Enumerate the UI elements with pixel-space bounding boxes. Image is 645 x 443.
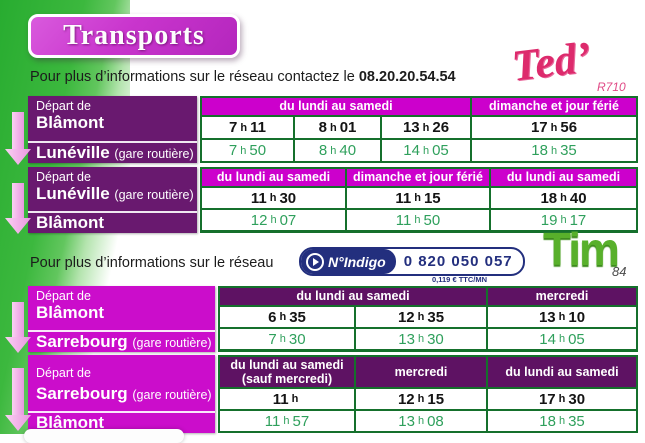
- to-city-suffix: (gare routière): [132, 336, 212, 350]
- schedule-header: du lundi au samedi: [488, 357, 636, 387]
- down-arrow-icon: [5, 183, 31, 234]
- departure-time: 11 h: [220, 389, 354, 409]
- to-city: Sarrebourg: [36, 332, 128, 351]
- arrival-time: 12 h 07: [202, 210, 345, 230]
- to-city: Blâmont: [36, 213, 104, 232]
- arrival-time: 8 h 40: [295, 140, 380, 161]
- depart-de-label: Départ de: [36, 289, 91, 303]
- from-city: Lunéville: [36, 184, 110, 203]
- schedule-header: mercredi: [488, 288, 636, 305]
- arrival-time: 7 h 50: [202, 140, 293, 161]
- page-title: Transports: [63, 20, 205, 51]
- ted-info-line: Pour plus d’informations sur le réseau c…: [30, 69, 456, 85]
- schedule-header: dimanche et jour férié: [472, 98, 636, 115]
- times-grid: du lundi au samedi (sauf mercredi) mercr…: [218, 355, 638, 433]
- arrival-time: 13 h 30: [356, 329, 486, 349]
- departure-time: 13 h 26: [382, 117, 470, 138]
- departure-time: 12 h 35: [356, 307, 486, 327]
- arrival-time: 11 h 57: [220, 411, 354, 431]
- indigo-phone-badge: N°Indigo 0 820 050 057: [299, 247, 525, 276]
- departure-time: 6 h 35: [220, 307, 354, 327]
- indigo-brand: N°Indigo: [301, 249, 396, 274]
- from-city-suffix: (gare routière): [114, 188, 194, 202]
- depart-de-label: Départ de: [36, 170, 91, 184]
- times-grid: du lundi au samedi mercredi 6 h 35 12 h …: [218, 286, 638, 352]
- timetable-blamont-luneville: Départ de Blâmont Lunéville (gare routiè…: [28, 96, 638, 163]
- page-title-banner: Transports: [28, 14, 240, 58]
- route-left-column: Départ de Lunéville (gare routière) Blâm…: [28, 167, 197, 233]
- arrival-time: 14 h 05: [488, 329, 636, 349]
- tim-info-text: Pour plus d’informations sur le réseau: [30, 255, 274, 271]
- schedule-header: du lundi au samedi: [202, 169, 345, 186]
- arrival-time: 18 h 35: [472, 140, 636, 161]
- schedule-header: du lundi au samedi: [220, 288, 486, 305]
- schedule-header: dimanche et jour férié: [347, 169, 489, 186]
- down-arrow-icon: [5, 302, 31, 353]
- tim-line-ref: 84: [612, 264, 627, 279]
- arrival-time: 7 h 30: [220, 329, 354, 349]
- to-city-suffix: (gare routière): [114, 147, 194, 161]
- depart-de-label: Départ de: [36, 99, 91, 113]
- arrival-time: 14 h 05: [382, 140, 470, 161]
- tim-info-line: Pour plus d’informations sur le réseau: [30, 255, 273, 271]
- arrival-time: 18 h 35: [488, 411, 636, 431]
- from-city-suffix: (gare routière): [132, 387, 212, 402]
- departure-time: 13 h 10: [488, 307, 636, 327]
- from-city: Blâmont: [36, 303, 104, 322]
- timetable-blamont-sarrebourg: Départ de Blâmont Sarrebourg (gare routi…: [28, 286, 638, 352]
- schedule-header: du lundi au samedi (sauf mercredi): [220, 357, 354, 387]
- arrival-time: 13 h 08: [356, 411, 486, 431]
- next-card-edge: [24, 429, 184, 443]
- ted-info-text: Pour plus d’informations sur le réseau c…: [30, 69, 355, 85]
- down-arrow-icon: [5, 112, 31, 165]
- to-city: Lunéville: [36, 143, 110, 162]
- route-left-column: Départ de Blâmont Lunéville (gare routiè…: [28, 96, 197, 163]
- indigo-number: 0 820 050 057: [403, 253, 513, 270]
- timetable-luneville-blamont: Départ de Lunéville (gare routière) Blâm…: [28, 167, 638, 233]
- departure-time: 12 h 15: [356, 389, 486, 409]
- departure-time: 8 h 01: [295, 117, 380, 138]
- to-city: Blâmont: [36, 413, 104, 432]
- departure-time: 11 h 30: [202, 188, 345, 208]
- schedule-header: du lundi au samedi: [491, 169, 636, 186]
- route-left-column: Départ de Sarrebourg (gare routière) Blâ…: [28, 355, 215, 433]
- ted-phone-number: 08.20.20.54.54: [358, 69, 456, 85]
- schedule-header: du lundi au samedi: [202, 98, 470, 115]
- from-city: Blâmont: [36, 113, 104, 132]
- play-icon: [306, 252, 324, 271]
- route-left-column: Départ de Blâmont Sarrebourg (gare routi…: [28, 286, 215, 352]
- from-city: Sarrebourg: [36, 383, 128, 403]
- departure-time: 18 h 40: [491, 188, 636, 208]
- departure-time: 11 h 15: [347, 188, 489, 208]
- ted-logo: Ted’: [509, 32, 594, 91]
- times-grid: du lundi au samedi dimanche et jour féri…: [200, 167, 638, 233]
- departure-time: 7 h 11: [202, 117, 293, 138]
- timetable-sarrebourg-blamont: Départ de Sarrebourg (gare routière) Blâ…: [28, 355, 638, 433]
- indigo-rate: 0,119 € TTC/MN: [432, 275, 488, 284]
- arrival-time: 11 h 50: [347, 210, 489, 230]
- tim-logo: Tim: [543, 223, 620, 275]
- departure-time: 17 h 56: [472, 117, 636, 138]
- depart-de-label: Départ de: [36, 365, 91, 380]
- down-arrow-icon: [5, 368, 31, 431]
- ted-line-ref: R710: [597, 80, 626, 94]
- times-grid: du lundi au samedi dimanche et jour féri…: [200, 96, 638, 163]
- departure-time: 17 h 30: [488, 389, 636, 409]
- arrival-time: 19 h 17: [491, 210, 636, 230]
- schedule-header: mercredi: [356, 357, 486, 387]
